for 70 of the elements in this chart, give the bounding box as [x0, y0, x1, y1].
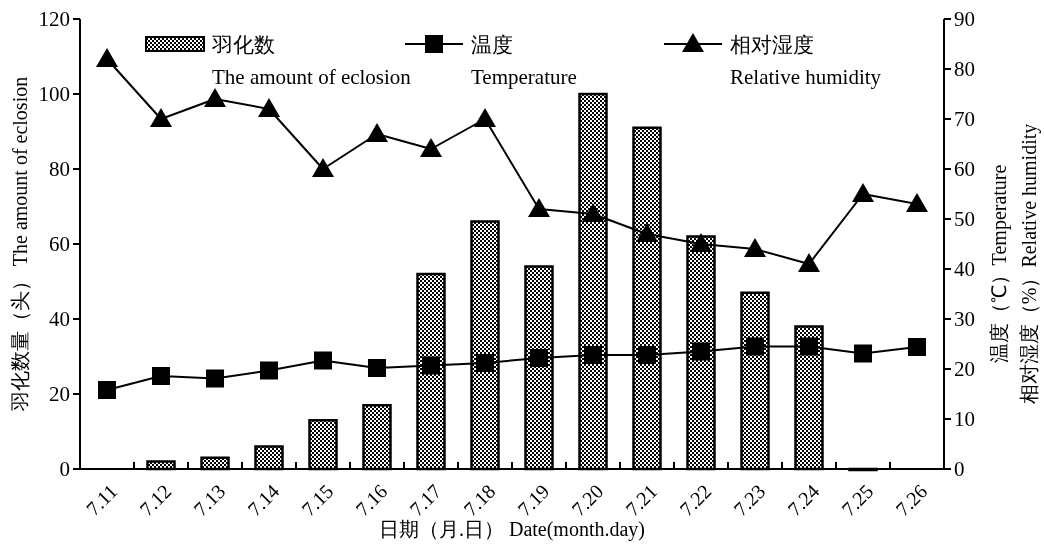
x-tick-label: 7.22: [675, 479, 716, 521]
x-tick-label: 7.21: [621, 479, 662, 521]
x-tick-label: 7.18: [459, 479, 500, 521]
point: [258, 98, 280, 117]
y-axis-title: 羽化数量（头） The amount of eclosion: [9, 76, 31, 413]
point: [798, 253, 820, 272]
y2-tick-label: 40: [954, 257, 975, 281]
point: [260, 361, 278, 380]
legend-label: 羽化数 The amount of eclosion: [211, 33, 412, 89]
point: [800, 337, 818, 356]
x-tick-label: 7.11: [81, 479, 122, 520]
y2-tick-label: 80: [954, 57, 975, 81]
point: [636, 223, 658, 242]
x-tick-label: 7.12: [135, 479, 176, 521]
x-tick-label: 7.13: [189, 479, 230, 521]
point: [204, 88, 226, 107]
x-tick-label: 7.14: [243, 479, 284, 521]
point: [96, 48, 118, 67]
y-tick-label: 60: [49, 232, 70, 256]
x-tick-label: 7.15: [297, 479, 338, 521]
point: [854, 344, 872, 363]
y2-tick-label: 50: [954, 207, 975, 231]
y2-tick-label: 90: [954, 7, 975, 31]
point: [314, 351, 332, 370]
point: [366, 123, 388, 142]
legend-label: 温度 Temperature: [471, 33, 577, 89]
y2-tick-label: 10: [954, 407, 975, 431]
x-tick-label: 7.25: [837, 479, 878, 521]
legend-label: 相对湿度 Relative humidity: [730, 33, 882, 89]
point: [206, 369, 224, 388]
y-tick-label: 40: [49, 307, 70, 331]
point: [152, 367, 170, 385]
y2-axis-title: 温度（℃）Temperature 相对湿度（%）Relative humidity: [988, 123, 1041, 405]
point: [474, 108, 496, 127]
y2-tick-label: 70: [954, 107, 975, 131]
point: [150, 108, 172, 127]
x-tick-label: 7.24: [783, 479, 824, 521]
x-tick-label: 7.20: [567, 479, 608, 521]
point: [638, 346, 656, 364]
y-tick-label: 100: [38, 82, 70, 106]
point: [528, 198, 550, 217]
point: [690, 233, 712, 252]
point: [584, 346, 602, 364]
point: [312, 158, 334, 177]
point: [368, 359, 386, 377]
y2-tick-label: 0: [954, 457, 965, 481]
x-axis-title: 日期（月.日） Date(month.day): [378, 518, 646, 541]
point: [906, 193, 928, 212]
x-tick-label: 7.26: [891, 479, 932, 521]
y-tick-label: 120: [38, 7, 70, 31]
point: [852, 183, 874, 202]
point: [420, 138, 442, 157]
point: [746, 337, 764, 356]
y-tick-label: 80: [49, 157, 70, 181]
y2-tick-label: 60: [954, 157, 975, 181]
y-tick-label: 0: [59, 457, 70, 481]
point: [476, 354, 494, 372]
point: [744, 238, 766, 257]
point: [422, 356, 440, 375]
point: [98, 381, 116, 399]
x-tick-label: 7.16: [351, 479, 392, 521]
point: [582, 203, 604, 222]
y2-tick-label: 20: [954, 357, 975, 381]
x-tick-label: 7.19: [513, 479, 554, 521]
point: [530, 349, 548, 367]
y2-tick-label: 30: [954, 307, 975, 331]
point: [908, 338, 926, 356]
x-tick-label: 7.23: [729, 479, 770, 521]
point: [692, 342, 710, 361]
y-tick-label: 20: [49, 382, 70, 406]
